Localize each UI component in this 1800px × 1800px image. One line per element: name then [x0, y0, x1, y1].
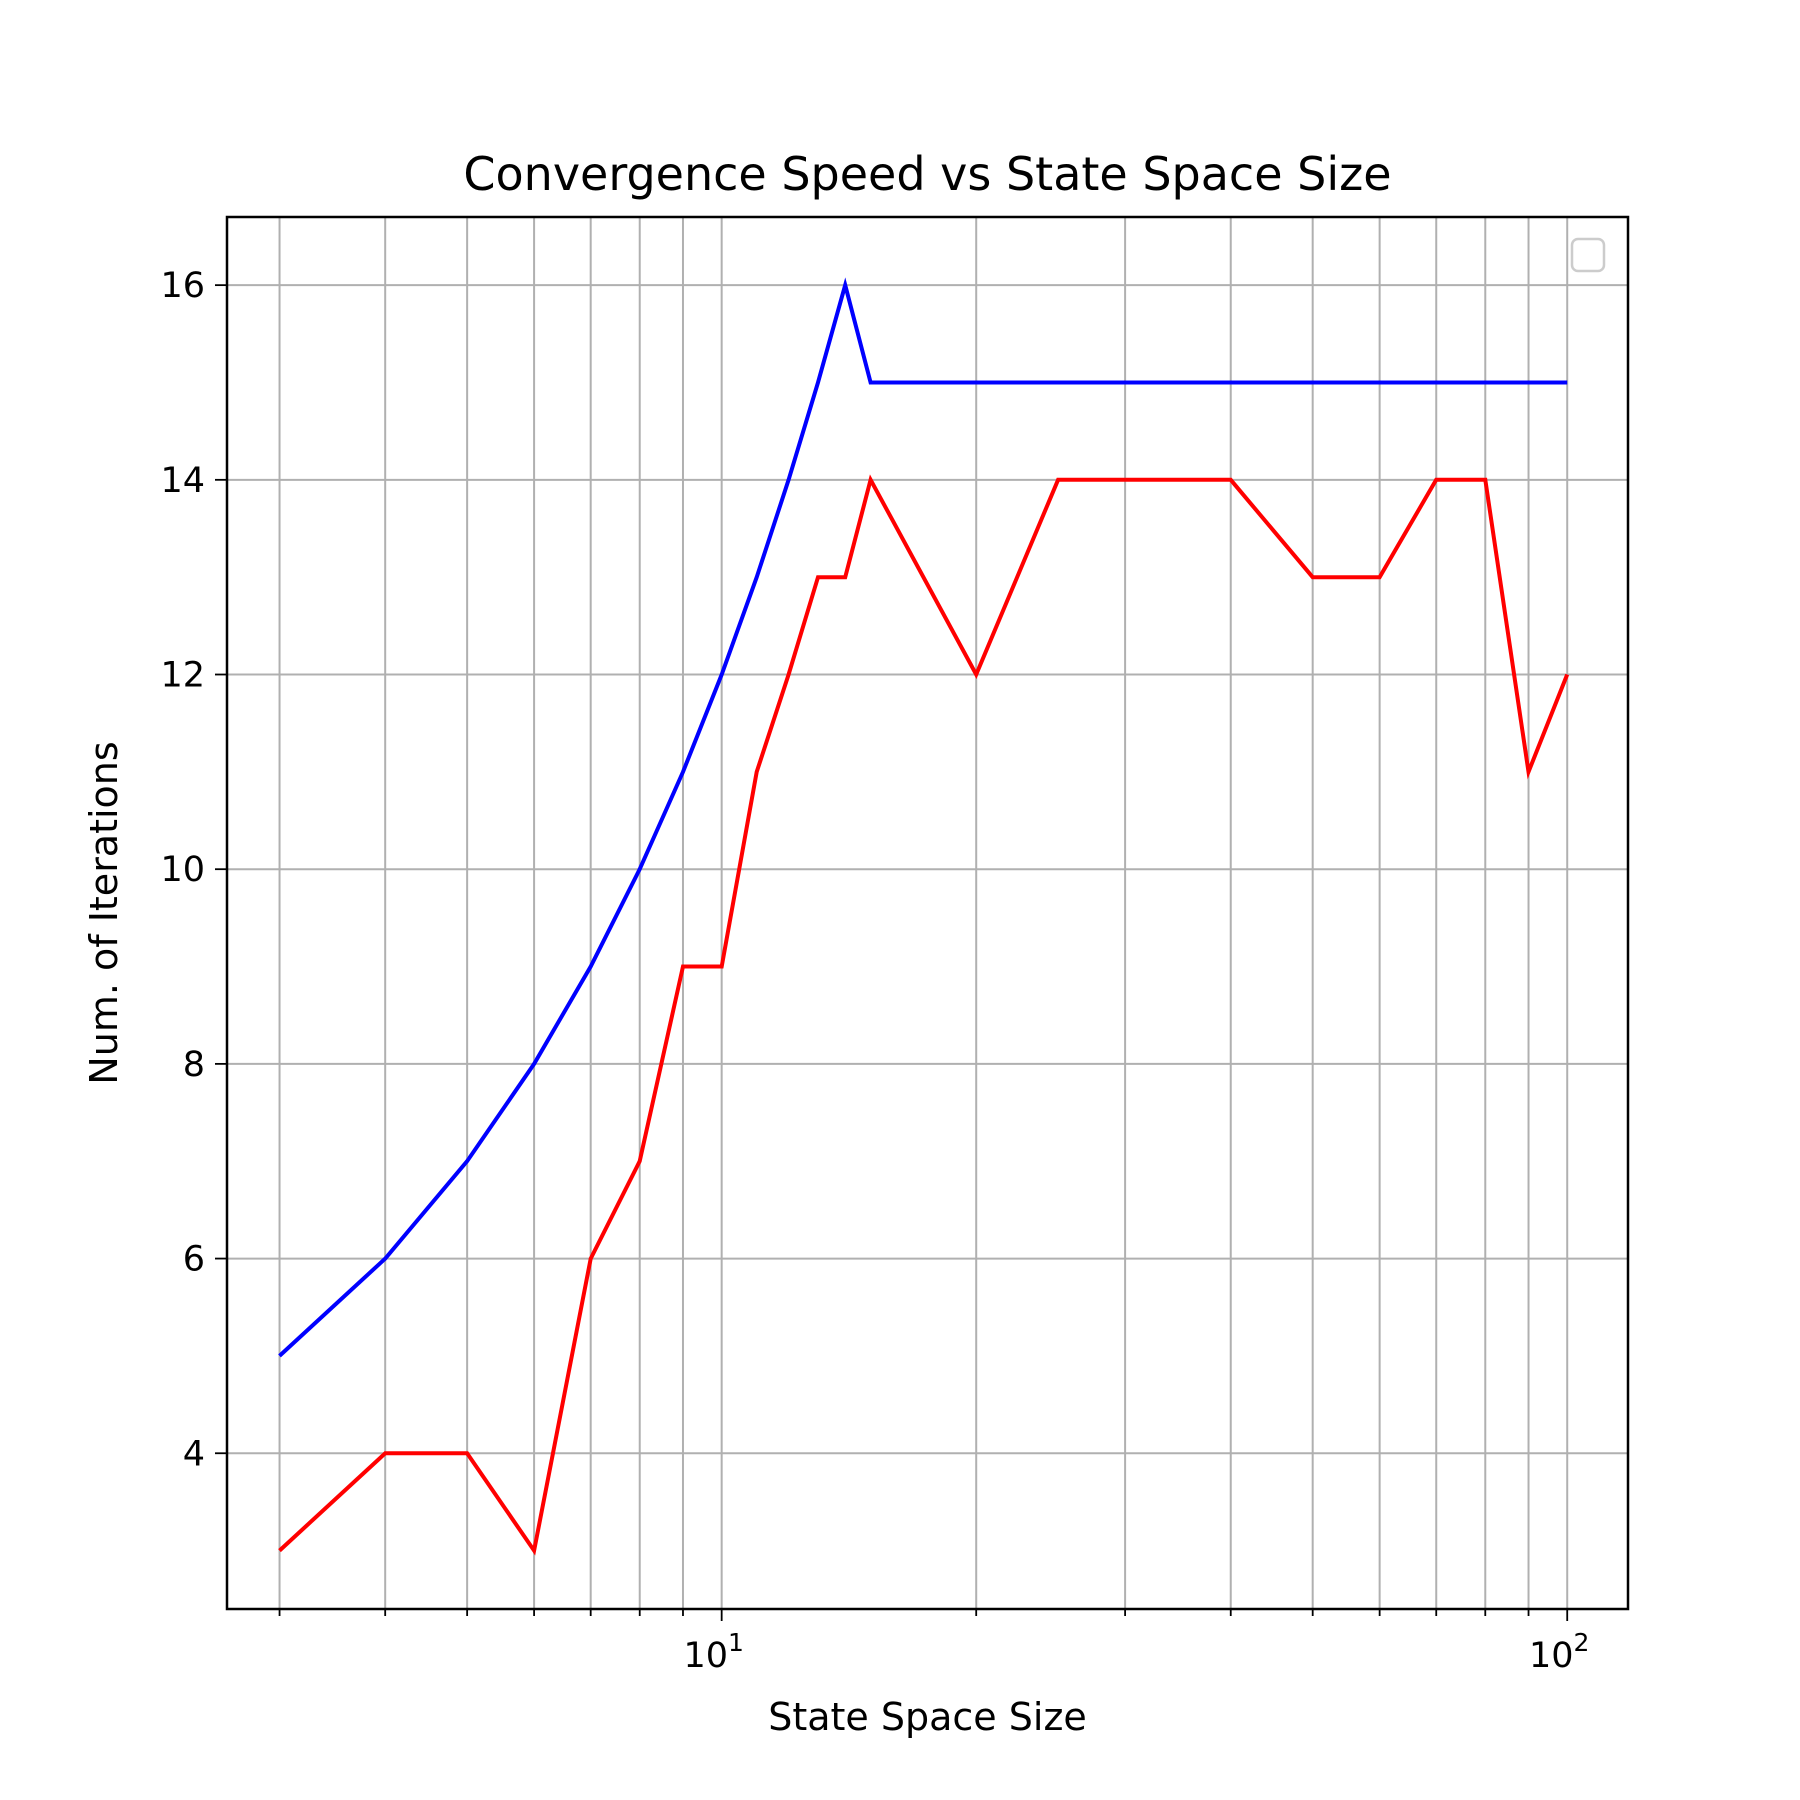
- plot-frame: [225, 215, 1630, 1611]
- y-axis-label: Num. of Iterations: [82, 741, 126, 1084]
- chart-title: Convergence Speed vs State Space Size: [463, 147, 1391, 201]
- y-tick-label: 12: [160, 656, 205, 696]
- grid: [227, 217, 1628, 1609]
- axis-ticks: 101 102 4 6 8 10 12 14 16: [160, 266, 1589, 1676]
- series-line-2: [278, 474, 1570, 1556]
- y-tick-label: 4: [183, 1434, 205, 1474]
- y-tick-label: 16: [160, 266, 205, 306]
- x-axis-label: State Space Size: [768, 1695, 1087, 1739]
- y-tick-label: 10: [160, 850, 205, 890]
- series-line-1: [278, 277, 1568, 1358]
- series-lines: [278, 277, 1570, 1556]
- x-tick-label: 101: [683, 1628, 743, 1676]
- x-tick-label: 102: [1529, 1628, 1589, 1676]
- legend-box: [1570, 237, 1606, 273]
- y-tick-label: 6: [183, 1240, 205, 1280]
- y-tick-label: 8: [183, 1045, 205, 1085]
- y-tick-label: 14: [160, 461, 205, 501]
